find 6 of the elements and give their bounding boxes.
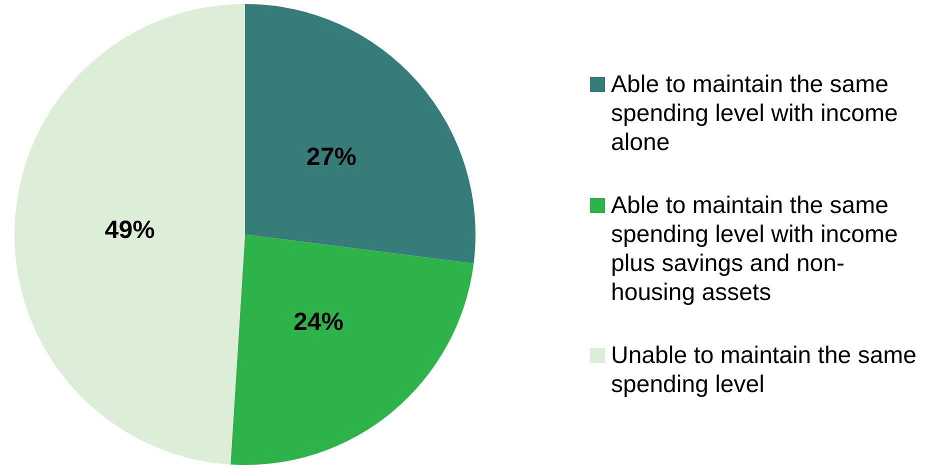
data-label: 27% [306,143,356,172]
data-label: 24% [293,308,344,336]
data-label: 49% [104,216,155,244]
legend-label: Able to maintain the same spending level with income alone [611,70,899,157]
legend-label: Able to maintain the same spending level with income plus savings and non-housing assets [611,191,899,307]
legend-label: Unable to maintain the same spending level [611,341,918,399]
